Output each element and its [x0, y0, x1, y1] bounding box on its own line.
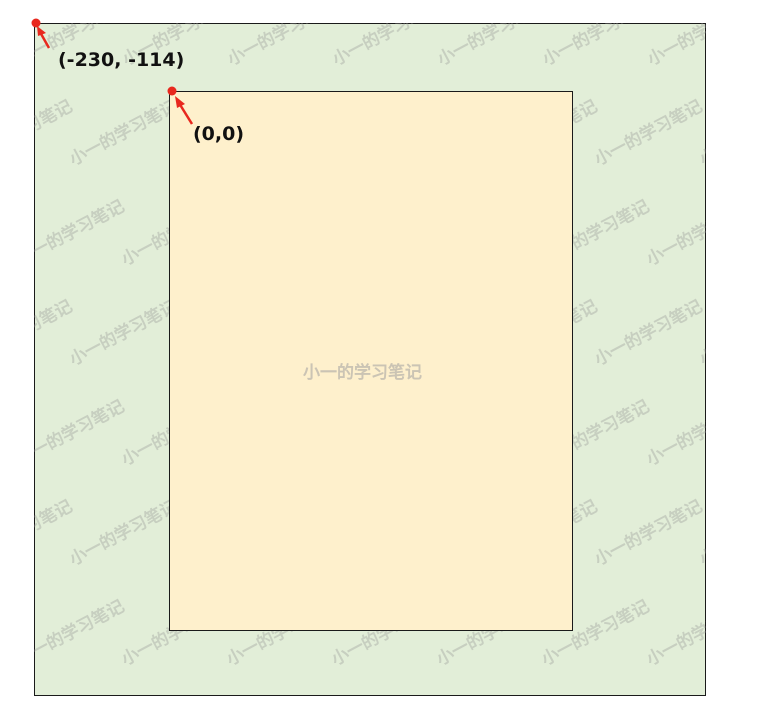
- inner-corner-coordinate: (0,0): [193, 123, 245, 145]
- inner-rectangle: [169, 91, 573, 631]
- outer-corner-coordinate: (-230, -114): [58, 49, 185, 71]
- center-watermark: 小一的学习笔记: [303, 363, 422, 383]
